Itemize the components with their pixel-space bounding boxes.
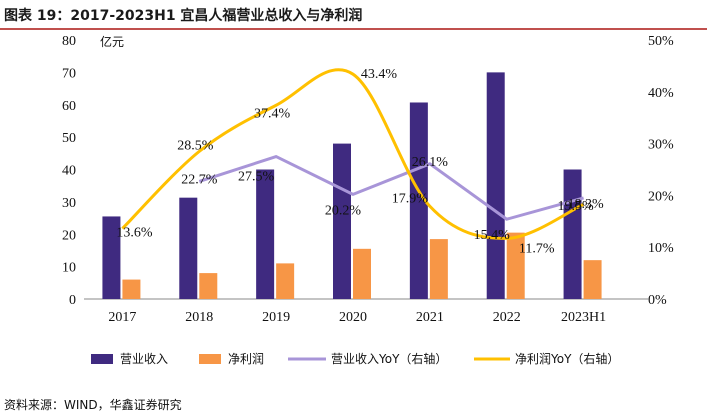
legend-label-net-profit-yoy: 净利润YoY（右轴） (515, 351, 619, 366)
legend-label-net-profit: 净利润 (228, 352, 264, 366)
revenue-bar (486, 72, 505, 299)
revenue-bar (333, 143, 351, 299)
net-profit-bar (276, 263, 295, 299)
net-profit-bar (199, 273, 218, 299)
net-profit-yoy-label: 43.4% (361, 67, 398, 82)
revenue-yoy-label: 22.7% (181, 172, 218, 187)
net-profit-bar (506, 232, 525, 299)
net-profit-yoy-label: 11.7% (519, 241, 555, 256)
y-right-tick-label: 50% (648, 34, 674, 49)
y-right-tick-label: 40% (648, 86, 674, 101)
revenue-yoy-label: 15.4% (474, 228, 511, 243)
revenue-bar (409, 102, 428, 299)
y-left-tick-label: 10 (62, 261, 76, 276)
source-note: 资料来源：WIND，华鑫证券研究 (4, 398, 182, 412)
x-tick-label: 2021 (416, 310, 444, 325)
revenue-yoy-line (198, 155, 584, 221)
y-left-tick-label: 70 (62, 66, 76, 81)
y-right-tick-label: 20% (648, 189, 674, 204)
revenue-yoy-label: 20.2% (325, 203, 362, 218)
legend-swatch-net-profit (199, 354, 221, 364)
y-left-tick-label: 30 (62, 196, 76, 211)
net-profit-bar (583, 260, 602, 299)
y-right-tick-label: 10% (648, 241, 674, 256)
net-profit-yoy-label: 37.4% (254, 106, 291, 121)
x-tick-label: 2022 (493, 310, 521, 325)
y-right-tick-label: 30% (648, 138, 674, 153)
net-profit-yoy-label: 28.5% (177, 138, 214, 153)
legend-label-revenue-yoy: 营业收入YoY（右轴） (331, 351, 447, 366)
title-rule (0, 28, 707, 30)
revenue-yoy-label: 27.5% (238, 170, 275, 185)
revenue-bar (102, 216, 121, 299)
legend-label-revenue: 营业收入 (120, 352, 168, 366)
y-right-tick-label: 0% (648, 293, 667, 308)
y-left-tick-label: 80 (62, 34, 76, 49)
net-profit-yoy-line (121, 68, 585, 240)
chart-title: 图表 19：2017-2023H1 宜昌人福营业总收入与净利润 (4, 8, 363, 24)
net-profit-yoy-label: 18.3% (567, 197, 604, 212)
x-tick-label: 2018 (185, 310, 213, 325)
net-profit-yoy-label: 13.6% (116, 226, 153, 241)
net-profit-bar (353, 248, 371, 299)
x-tick-label: 2020 (339, 310, 367, 325)
y-left-tick-label: 60 (62, 99, 76, 114)
revenue-yoy-label: 26.1% (412, 155, 449, 170)
y-left-tick-label: 40 (62, 164, 76, 179)
revenue-bar (563, 169, 582, 299)
y-left-tick-label: 0 (69, 293, 76, 308)
x-tick-label: 2023H1 (561, 310, 606, 325)
x-tick-label: 2017 (108, 310, 136, 325)
revenue-bar (256, 169, 275, 299)
y-left-tick-label: 50 (62, 131, 76, 146)
revenue-yoy-label: 19.5% (557, 199, 594, 214)
revenue-bar (179, 197, 198, 299)
x-tick-label: 2019 (262, 310, 290, 325)
net-profit-bar (429, 239, 448, 299)
y-left-unit: 亿元 (100, 34, 124, 49)
net-profit-bar (122, 279, 141, 299)
net-profit-yoy-label: 17.9% (392, 191, 429, 206)
legend-swatch-revenue (91, 354, 113, 364)
y-left-tick-label: 20 (62, 228, 76, 243)
